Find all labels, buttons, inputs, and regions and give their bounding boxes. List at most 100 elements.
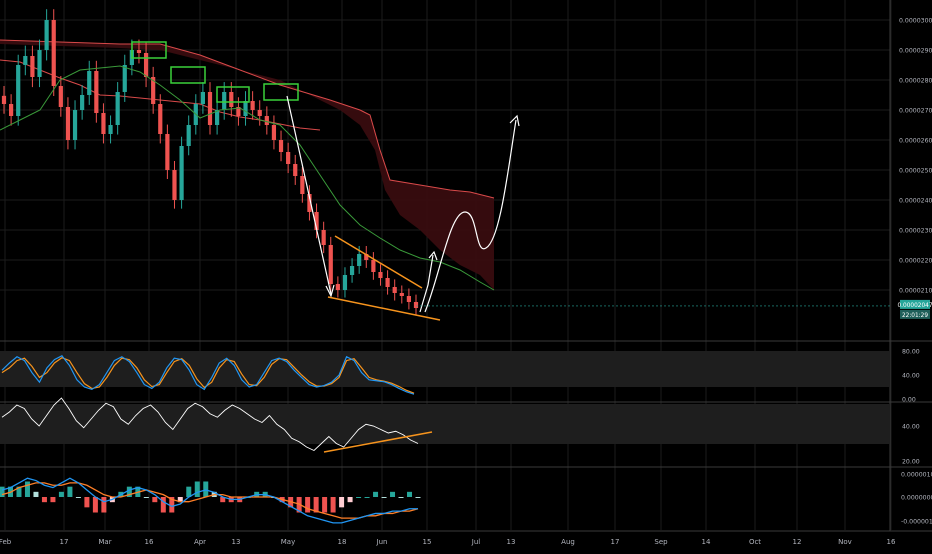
candle (16, 54, 21, 126)
candle (321, 221, 326, 254)
candle (1, 85, 7, 114)
candle-body (321, 230, 326, 245)
macd-hist-bar (305, 497, 311, 513)
highlight-box (263, 83, 299, 101)
countdown-badge (900, 309, 930, 319)
candle-body (349, 266, 355, 275)
x-tick-label: Mar (98, 538, 111, 546)
x-tick-label: Aug (561, 538, 575, 546)
macd-line (1, 477, 418, 524)
baseline-line (0, 65, 495, 291)
candle (378, 264, 383, 286)
macd-hist-bar (67, 486, 73, 497)
rsi-tick-label: 20.00 (902, 459, 920, 466)
countdown-label: 22:01:29 (902, 313, 928, 319)
candle-body (94, 71, 99, 113)
candle-body (335, 284, 340, 290)
macd-hist-bar (101, 497, 107, 513)
candle-body (314, 212, 319, 230)
candle-body (207, 92, 213, 125)
candle-body (307, 194, 312, 212)
candle (413, 294, 419, 316)
candle-body (65, 107, 71, 140)
candle (136, 39, 142, 64)
candle-body (16, 65, 21, 116)
x-tick-label: 13 (232, 538, 241, 546)
down-arrow-line (286, 95, 332, 295)
up-arrow-small-head (428, 250, 438, 261)
macd-hist-bar (339, 497, 345, 508)
candle-body (271, 125, 277, 140)
x-tick-label: Oct (749, 538, 761, 546)
candle (300, 167, 305, 203)
macd-hist-bar (58, 491, 64, 497)
candle (229, 82, 234, 117)
candle (122, 54, 127, 102)
candle (108, 115, 113, 144)
x-tick-label: Jun (376, 538, 388, 546)
candle (172, 161, 177, 209)
candle (44, 9, 49, 61)
candle-body (378, 272, 383, 278)
candle-body (357, 254, 362, 266)
macd-hist-bar (347, 497, 353, 503)
candle-body (37, 50, 42, 77)
x-tick-label: Feb (0, 538, 12, 546)
candle-body (72, 110, 78, 140)
macd-hist-bar (50, 497, 56, 503)
macd-hist-bar (203, 481, 209, 497)
candle (30, 45, 35, 88)
macd-tick-label: -0.00000100 (901, 519, 932, 526)
candle (215, 100, 220, 135)
candle-body (364, 254, 369, 260)
baseline-green-line (0, 65, 495, 291)
stoch-tick-label: 80.00 (902, 349, 920, 356)
macd-hist-bar (398, 497, 404, 498)
candle (278, 130, 284, 162)
rsi-band (0, 404, 890, 444)
candle-body (1, 95, 7, 104)
candle (37, 39, 42, 88)
x-tick-label: 17 (60, 538, 69, 546)
candle-body (342, 275, 348, 290)
macd-hist-bar (390, 491, 396, 497)
macd-hist-bar (16, 486, 22, 497)
stochastic-panel (0, 351, 890, 395)
macd-hist-bar (92, 497, 98, 513)
candle-body (30, 56, 35, 77)
candle (349, 258, 355, 283)
candle (165, 124, 170, 179)
x-tick-label: Sep (654, 538, 668, 546)
candle-body (165, 134, 170, 170)
candle-body (222, 92, 227, 110)
candle (307, 185, 312, 221)
candle (371, 252, 376, 280)
candle (65, 97, 71, 150)
candle-body (179, 146, 184, 200)
rsi-line (1, 397, 419, 452)
macd-tick-label: 0.00000000 (901, 495, 932, 502)
x-tick-label: 14 (702, 538, 711, 546)
candle (207, 82, 213, 135)
candle-body (186, 125, 191, 146)
x-tick-label: 12 (793, 538, 802, 546)
wedge-lower-line (327, 296, 441, 321)
candle (115, 82, 120, 135)
macd-hist-bar (415, 497, 421, 498)
macd-hist-bar (220, 497, 226, 503)
macd-hist-bar (356, 497, 362, 498)
macd-panel (0, 477, 421, 524)
candle-body (151, 77, 156, 104)
x-tick-label: 16 (887, 538, 896, 546)
macd-hist-bar (33, 491, 39, 497)
macd-hist-bar (407, 491, 413, 497)
candle (200, 82, 205, 114)
candle (257, 100, 262, 126)
candle (94, 60, 99, 123)
candle (87, 60, 92, 105)
